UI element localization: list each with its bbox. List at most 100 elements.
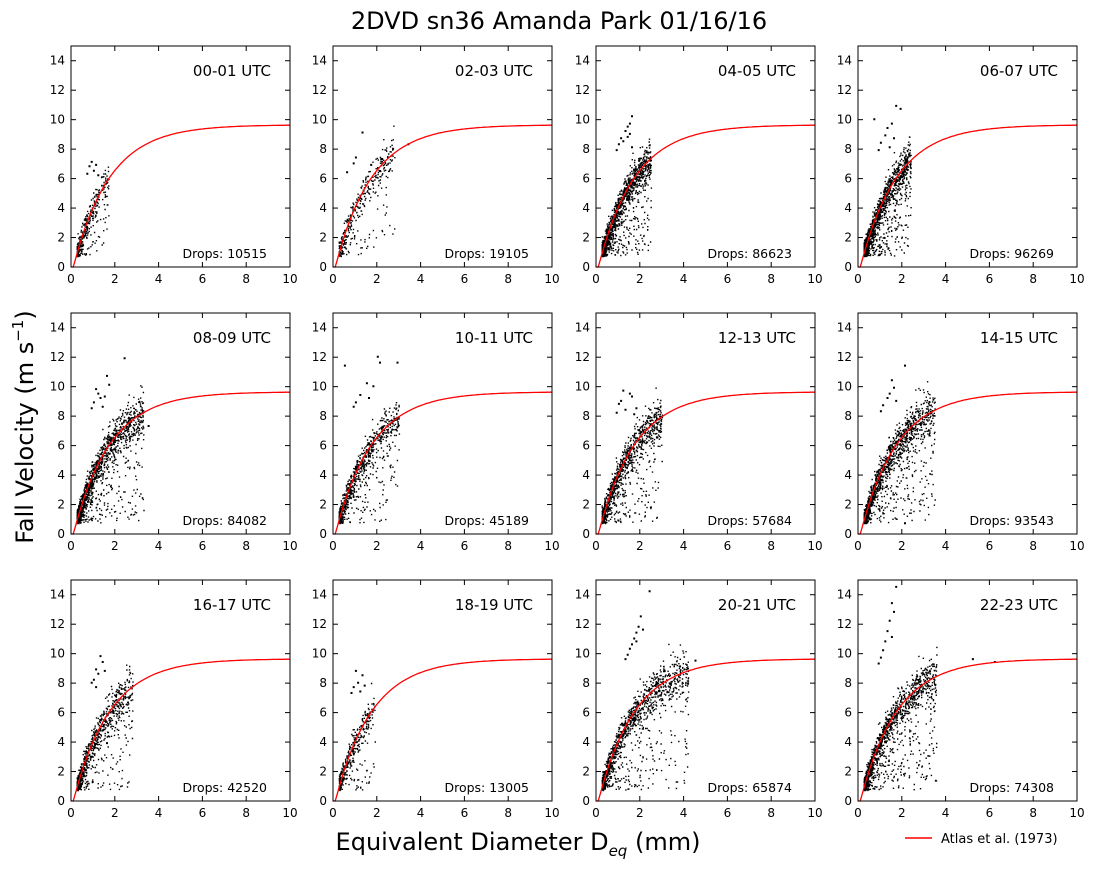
y-tick-label: 4 <box>57 201 65 215</box>
y-tick-label: 0 <box>57 260 65 274</box>
y-tick-label: 14 <box>50 588 65 602</box>
y-tick-label: 4 <box>844 468 852 482</box>
y-tick-label: 14 <box>837 321 852 335</box>
panel-background <box>596 46 815 267</box>
y-tick-label: 12 <box>312 83 327 97</box>
y-tick-label: 0 <box>57 527 65 541</box>
y-tick-label: 0 <box>844 794 852 808</box>
y-tick-label: 8 <box>582 142 590 156</box>
y-tick-label: 2 <box>319 498 327 512</box>
y-tick-label: 4 <box>582 735 590 749</box>
x-tick-label: 8 <box>1029 539 1037 553</box>
y-tick-label: 10 <box>50 647 65 661</box>
panel-frame <box>70 579 291 802</box>
x-tick-label: 0 <box>329 806 337 820</box>
x-tick-label: 0 <box>67 539 75 553</box>
panel-time-label: 18-19 UTC <box>455 596 533 614</box>
x-tick-label: 10 <box>282 539 297 553</box>
x-axis-label-sub: eq <box>609 842 628 860</box>
y-tick-label: 4 <box>319 468 327 482</box>
x-tick-label: 10 <box>544 806 559 820</box>
atlas-curve <box>858 124 1077 268</box>
x-tick-label: 10 <box>1069 806 1084 820</box>
x-tick-label: 4 <box>417 539 425 553</box>
y-tick-label: 0 <box>582 527 590 541</box>
x-tick-label: 6 <box>986 539 994 553</box>
y-tick-label: 6 <box>582 172 590 186</box>
y-tick-label: 12 <box>50 617 65 631</box>
x-tick-label: 2 <box>636 539 644 553</box>
panel-background <box>71 313 290 534</box>
panel-drops-label: Drops: 42520 <box>182 780 267 795</box>
y-tick-label: 14 <box>837 54 852 68</box>
legend-label-atlas: Atlas et al. (1973) <box>941 832 1058 847</box>
y-tick-label: 8 <box>582 409 590 423</box>
y-tick-label: 6 <box>57 172 65 186</box>
x-tick-label: 10 <box>807 539 822 553</box>
y-tick-label: 6 <box>57 706 65 720</box>
x-tick-label: 6 <box>724 272 732 286</box>
y-tick-label: 6 <box>57 439 65 453</box>
atlas-curve <box>333 391 552 535</box>
atlas-curve <box>858 391 1077 535</box>
y-tick-label: 6 <box>844 172 852 186</box>
x-tick-label: 4 <box>155 539 163 553</box>
scatter-points <box>601 590 697 792</box>
y-tick-label: 10 <box>312 647 327 661</box>
panel-0: 0 2 4 6 8 10 0 2 4 6 8 10 12 14 00-01 UTC Drops: 10515 <box>50 45 298 286</box>
y-tick-label: 12 <box>575 350 590 364</box>
y-tick-label: 2 <box>582 498 590 512</box>
y-tick-label: 8 <box>319 142 327 156</box>
x-tick-label: 6 <box>986 806 994 820</box>
x-tick-label: 2 <box>373 539 381 553</box>
y-tick-label: 0 <box>319 527 327 541</box>
x-tick-label: 0 <box>854 272 862 286</box>
y-tick-label: 12 <box>837 83 852 97</box>
x-tick-label: 0 <box>854 539 862 553</box>
x-tick-label: 0 <box>592 539 600 553</box>
x-tick-label: 10 <box>807 272 822 286</box>
panel-frame <box>70 312 291 535</box>
x-tick-label: 2 <box>373 272 381 286</box>
x-tick-label: 8 <box>504 806 512 820</box>
x-tick-label: 0 <box>329 539 337 553</box>
atlas-curve <box>596 658 815 802</box>
y-tick-label: 0 <box>582 794 590 808</box>
panel-background <box>596 580 815 801</box>
x-tick-label: 6 <box>199 806 207 820</box>
y-tick-label: 8 <box>844 409 852 423</box>
y-tick-label: 10 <box>575 380 590 394</box>
y-tick-label: 4 <box>844 735 852 749</box>
panel-3: 0 2 4 6 8 10 0 2 4 6 8 10 12 14 06-07 UTC Drops: 96269 <box>837 45 1085 286</box>
legend: Atlas et al. (1973) <box>905 832 1058 847</box>
panel-frame <box>595 579 816 802</box>
y-tick-label: 8 <box>582 676 590 690</box>
y-axis-label-sup: −1 <box>9 320 27 342</box>
x-tick-label: 6 <box>724 539 732 553</box>
y-tick-label: 4 <box>582 201 590 215</box>
y-tick-label: 12 <box>837 617 852 631</box>
scatter-points <box>76 160 110 258</box>
x-tick-label: 8 <box>1029 806 1037 820</box>
y-tick-label: 12 <box>50 350 65 364</box>
y-tick-label: 8 <box>844 676 852 690</box>
y-tick-label: 10 <box>312 380 327 394</box>
panel-drops-label: Drops: 10515 <box>182 246 267 261</box>
panel-background <box>333 580 552 801</box>
x-tick-label: 4 <box>942 806 950 820</box>
panel-drops-label: Drops: 74308 <box>969 780 1054 795</box>
x-tick-label: 4 <box>942 272 950 286</box>
panel-time-label: 22-23 UTC <box>980 596 1058 614</box>
panel-time-label: 12-13 UTC <box>718 329 796 347</box>
x-tick-label: 6 <box>199 539 207 553</box>
x-tick-label: 4 <box>942 539 950 553</box>
y-tick-label: 8 <box>844 142 852 156</box>
x-tick-label: 10 <box>282 272 297 286</box>
y-tick-label: 4 <box>57 468 65 482</box>
y-tick-label: 8 <box>319 409 327 423</box>
panel-8: 0 2 4 6 8 10 0 2 4 6 8 10 12 14 16-17 UTC Drops: 42520 <box>50 579 298 820</box>
panel-5: 0 2 4 6 8 10 0 2 4 6 8 10 12 14 10-11 UTC Drops: 45189 <box>312 312 560 553</box>
x-tick-label: 4 <box>155 272 163 286</box>
